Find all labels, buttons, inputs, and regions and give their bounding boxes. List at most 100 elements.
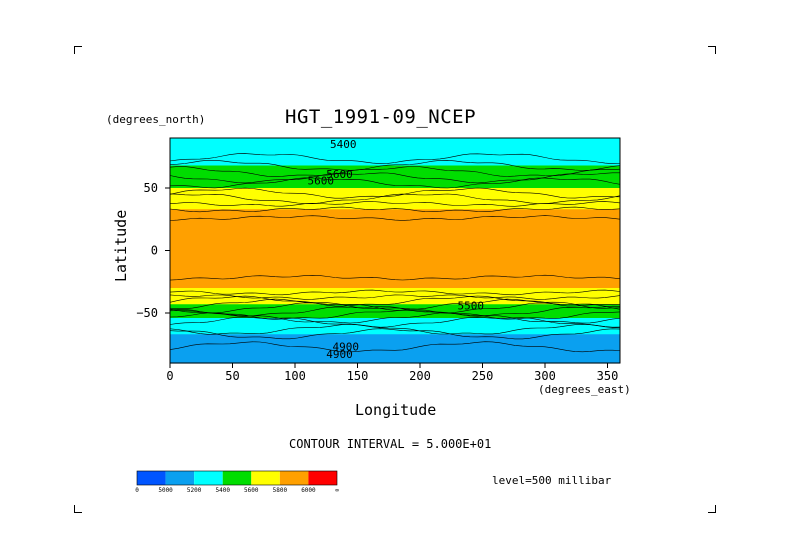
data-band: [170, 239, 620, 242]
legend-swatch: [279, 471, 309, 485]
contour-label: 4900: [333, 341, 360, 354]
contour-line: [169, 153, 621, 165]
legend-swatch: [194, 471, 223, 485]
data-band: [170, 291, 620, 294]
data-band: [170, 224, 620, 227]
legend-swatch: [137, 471, 166, 485]
data-band: [170, 176, 620, 179]
legend-level-label: ∞: [335, 487, 339, 494]
x-tick-label: 150: [347, 369, 369, 383]
data-band: [170, 300, 620, 303]
data-band: [170, 189, 620, 192]
data-band: [170, 345, 620, 348]
y-tick-label: 50: [144, 181, 158, 195]
data-band: [170, 159, 620, 162]
data-band: [170, 171, 620, 174]
data-band: [170, 195, 620, 198]
contour-line: [169, 305, 621, 317]
legend-frame: [136, 470, 338, 486]
data-band: [170, 225, 620, 228]
legend-level-label: 6000: [301, 487, 316, 494]
data-band: [170, 234, 620, 237]
crop-mark-bottom-right: [708, 505, 716, 513]
data-band: [170, 168, 620, 170]
data-band: [170, 290, 620, 293]
contour-line: [169, 201, 621, 207]
data-band: [170, 169, 620, 172]
data-band: [170, 259, 620, 262]
data-band: [170, 151, 620, 154]
data-band: [170, 230, 620, 233]
legend-level-label: 5000: [158, 487, 173, 494]
x-tick-label: 0: [166, 369, 173, 383]
data-band: [170, 246, 620, 249]
x-tick-label: 200: [409, 369, 431, 383]
contour-line: [169, 312, 621, 324]
contour-line: [169, 302, 621, 314]
data-band: [170, 231, 620, 234]
data-band: [170, 301, 620, 304]
data-band: [170, 310, 620, 313]
data-band: [170, 185, 620, 188]
data-band: [170, 150, 620, 153]
data-band: [170, 271, 620, 274]
data-band: [170, 250, 620, 253]
data-band: [170, 350, 620, 353]
data-band: [170, 178, 620, 180]
data-band: [170, 160, 620, 163]
data-band: [170, 263, 620, 265]
data-band: [170, 154, 620, 157]
data-band: [170, 279, 620, 282]
data-band: [170, 295, 620, 298]
contour-label: 5600: [326, 168, 353, 181]
y-tick-label: −50: [136, 306, 158, 320]
crop-mark-bottom-left: [74, 505, 82, 513]
data-band: [170, 140, 620, 143]
x-tick-label: 100: [284, 369, 306, 383]
data-band: [170, 148, 620, 150]
contour-line: [169, 172, 620, 184]
data-band: [170, 191, 620, 194]
data-band: [170, 296, 620, 299]
contour-line: [169, 274, 621, 281]
y-axis-units: (degrees_north): [106, 113, 206, 126]
data-band: [170, 215, 620, 218]
data-band: [170, 293, 620, 295]
crop-mark-top-right: [708, 46, 716, 54]
data-band: [170, 275, 620, 278]
data-band: [170, 218, 620, 220]
contour-line: [169, 308, 621, 320]
data-band: [170, 333, 620, 335]
data-band: [170, 328, 620, 330]
data-band: [170, 254, 620, 257]
data-band: [170, 289, 620, 292]
contour-line: [169, 215, 621, 221]
contour-line: [169, 295, 621, 307]
data-band: [170, 261, 620, 264]
data-band: [170, 335, 620, 338]
data-band: [170, 356, 620, 359]
data-band: [170, 193, 620, 195]
x-tick-label: 300: [534, 369, 556, 383]
data-band: [170, 253, 620, 255]
level-text: level=500 millibar: [492, 474, 612, 487]
data-band: [170, 318, 620, 320]
data-band: [170, 260, 620, 263]
legend-level-label: 0: [135, 487, 139, 494]
data-band: [170, 153, 620, 155]
data-band: [170, 355, 620, 358]
data-band: [170, 331, 620, 334]
data-band: [170, 208, 620, 210]
data-band: [170, 278, 620, 280]
data-band: [170, 270, 620, 273]
data-band: [170, 141, 620, 144]
y-axis-label: Latitude: [112, 209, 130, 282]
data-band: [170, 210, 620, 213]
data-band: [170, 229, 620, 232]
data-band: [170, 199, 620, 202]
data-band: [170, 216, 620, 219]
contour-line: [169, 341, 621, 353]
data-band: [170, 314, 620, 317]
contour-line: [169, 159, 621, 171]
